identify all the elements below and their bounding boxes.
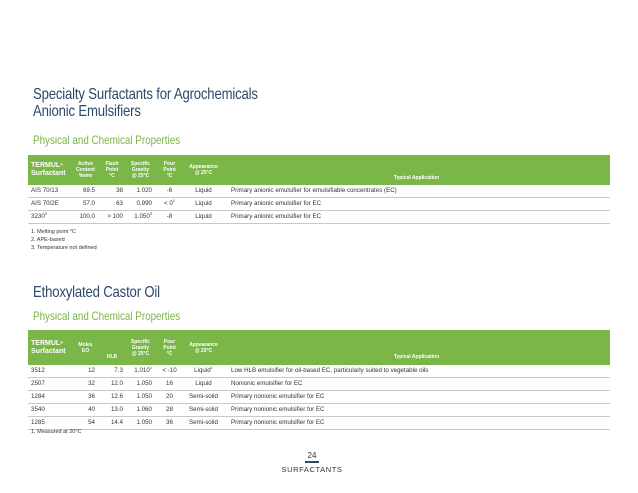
table-row: 1285 54 14.4 1.050 36 Semi-solid Primary… [28,416,610,430]
cell-sg: 1.0503 [126,210,155,224]
section-title: Ethoxylated Castor Oil [33,284,160,301]
cell-application: Primary anionic emulsifier for emulsifia… [223,185,610,198]
cell-moles: 40 [73,403,98,417]
header-appearance: Appearance @ 25°C [189,341,218,354]
cell-hlb: 12.6 [98,390,126,404]
header-typical-application: Typical Application [393,175,440,181]
cell-pour: 20 [155,390,184,404]
cell-sg: 1.020 [126,185,155,198]
cell-product: 3540 [28,403,73,417]
cell-appearance: Semi-solid [184,403,223,417]
cell-product: AIS 70/13 [28,185,73,198]
cell-product: AIS 70/2E [28,197,73,211]
cell-moles: 54 [73,416,98,430]
table-row: AIS 70/2E 57.0 63 0.990 < 01 Liquid Prim… [28,197,610,211]
cell-sg: 1.060 [126,403,155,417]
header-pour-point: Pour Point °C [163,338,176,357]
header-specific-gravity: Specific Gravity @ 25°C [130,161,151,179]
header-appearance: Appearance @ 25°C [189,164,218,176]
cell-hlb: 7.3 [98,365,126,378]
cell-sg: 1.0101 [126,365,155,378]
title-line-2: Anionic Emulsifiers [33,103,141,120]
note: 2. APE-based [31,237,65,243]
footer-label: SURFACTANTS [281,465,343,474]
cell-hlb: 13.0 [98,403,126,417]
cell-appearance: Liquid [184,377,223,391]
title-line-1: Specialty Surfactants for Agrochemicals [33,86,258,103]
cell-pour: 36 [155,416,184,430]
cell-application: Primary nonionic emulsifier for EC [223,403,610,417]
cell-flash: > 100 [98,210,126,224]
cell-pour: < -10 [155,365,184,378]
cell-application: Primary nonionic emulsifier for EC [223,416,610,430]
header-hlb: HLB [106,354,118,360]
section-title: Specialty Surfactants for Agrochemicals … [33,86,258,120]
cell-application: Primary anionic emulsifier for EC [223,197,610,211]
table-row: 3512 12 7.3 1.0101 < -10 Liquid1 Low HLB… [28,365,610,378]
table-row: 32302 100.0 > 100 1.0503 -8 Liquid Prima… [28,210,610,224]
cell-product: 3512 [28,365,73,378]
cell-product: 2507 [28,377,73,391]
header-typical-application: Typical Application [393,354,440,360]
table-notes: 1. Measured at 20°C [31,428,82,436]
table-row: 1284 36 12.6 1.050 20 Semi-solid Primary… [28,390,610,404]
note: 1. Measured at 20°C [31,429,82,435]
cell-application: Low HLB emulsifier for oil-based EC, par… [223,365,610,378]
cell-active: 100.0 [73,210,98,224]
cell-appearance: Semi-solid [184,390,223,404]
table-row: 3540 40 13.0 1.060 28 Semi-solid Primary… [28,403,610,417]
header-product: TERMUL® Surfactant [31,339,66,355]
header-moles-eo: Moles EO [78,341,93,354]
cell-active: 69.5 [73,185,98,198]
castor-oil-table: TERMUL® Surfactant Moles EO HLB Specific… [28,330,610,430]
cell-product: 32302 [28,210,73,224]
table-row: 2507 32 12.0 1.050 16 Liquid Nonionic em… [28,377,610,391]
cell-hlb: 12.0 [98,377,126,391]
cell-active: 57.0 [73,197,98,211]
cell-product: 1284 [28,390,73,404]
cell-pour: 28 [155,403,184,417]
section-subtitle: Physical and Chemical Properties [33,133,181,147]
cell-hlb: 14.4 [98,416,126,430]
cell-pour: < 01 [155,197,184,211]
cell-pour: 16 [155,377,184,391]
cell-sg: 0.990 [126,197,155,211]
cell-flash: 38 [98,185,126,198]
cell-appearance: Liquid [184,197,223,211]
table-header: TERMUL® Surfactant Active Content %w/w F… [28,155,610,185]
anionic-table: TERMUL® Surfactant Active Content %w/w F… [28,155,610,224]
header-active: Active Content %w/w [76,161,95,179]
cell-moles: 12 [73,365,98,378]
cell-moles: 32 [73,377,98,391]
header-flash: Flash Point °C [105,161,119,179]
cell-pour: -6 [155,185,184,198]
page-number: 24 [307,451,317,460]
cell-application: Nonionic emulsifier for EC [223,377,610,391]
table-row: AIS 70/13 69.5 38 1.020 -6 Liquid Primar… [28,185,610,198]
header-specific-gravity: Specific Gravity @ 25°C [130,338,151,357]
cell-application: Primary nonionic emulsifier for EC [223,390,610,404]
header-pour-point: Pour Point °C [163,161,176,179]
header-product: TERMUL® Surfactant [31,162,66,177]
cell-appearance: Semi-solid [184,416,223,430]
cell-appearance: Liquid [184,185,223,198]
cell-application: Primary anionic emulsifier for EC [223,210,610,224]
cell-sg: 1.050 [126,390,155,404]
cell-moles: 36 [73,390,98,404]
note: 3. Temperature not defined [31,245,97,251]
cell-pour: -8 [155,210,184,224]
cell-sg: 1.050 [126,416,155,430]
note: 1. Melting point °C [31,229,76,235]
cell-appearance: Liquid1 [184,365,223,378]
footer-rule [305,461,319,463]
cell-sg: 1.050 [126,377,155,391]
cell-flash: 63 [98,197,126,211]
table-notes: 1. Melting point °C 2. APE-based 3. Temp… [31,228,97,252]
section-subtitle: Physical and Chemical Properties [33,309,181,323]
cell-product: 1285 [28,416,73,430]
table-header: TERMUL® Surfactant Moles EO HLB Specific… [28,330,610,365]
cell-appearance: Liquid [184,210,223,224]
